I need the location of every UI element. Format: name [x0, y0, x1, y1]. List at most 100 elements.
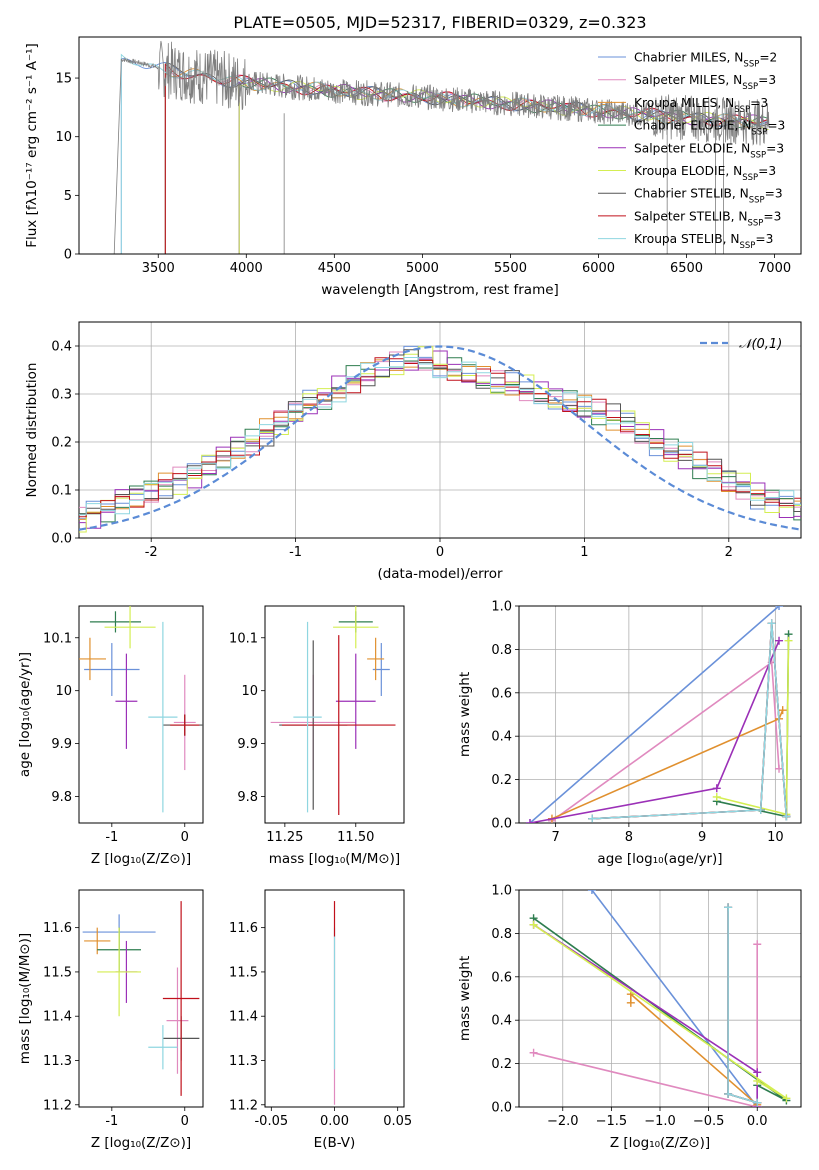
chart-weight-vs-age: 7 8 9 10 0.0 0.2 0.4 0.6 0.8 1.0 age [log₁₀(age/yr…	[457, 600, 802, 867]
legend-subscript: SSP	[742, 173, 758, 183]
x-tick-label: 4000	[230, 261, 263, 276]
errorbars	[270, 606, 396, 816]
y-tick-label: 0.2	[51, 436, 72, 451]
histogram-chabrier-stelib	[79, 349, 801, 515]
histograms	[79, 345, 801, 533]
legend-label: Chabrier MILES, NSSP=2	[634, 51, 777, 70]
legend-suffix: =3	[750, 96, 768, 110]
x-tick-label: −0.5	[693, 1114, 725, 1129]
series-salpeter-stelib	[724, 903, 762, 1107]
series-marker	[529, 1048, 538, 1057]
weight-lines	[529, 890, 791, 1107]
spectrum-plot	[113, 40, 770, 254]
legend-suffix: =2	[759, 51, 777, 65]
x-axis-label: age [log₁₀(age/yr)]	[597, 851, 722, 867]
legend-suffix: =3	[763, 209, 781, 223]
x-tick-label: 1	[580, 545, 588, 560]
series-marker	[753, 1098, 762, 1107]
gaussian-legend-label: 𝒩(0,1)	[739, 337, 782, 352]
y-axis-label: Normed distribution	[24, 363, 40, 498]
x-tick-label: 11.50	[337, 830, 374, 845]
series-salpeter-miles	[529, 940, 762, 1107]
errorbar-kroupa-stelib	[148, 1025, 178, 1070]
model-line-salpeter-stelib	[164, 63, 769, 254]
chart-age-vs-z: -1 0 9.8 9.9 10 10.1 Z [log₁₀(Z/Z⊙)] age [log₁₀…	[17, 605, 204, 867]
x-tick-label: -1	[105, 1114, 118, 1129]
y-tick-label: 9.9	[237, 737, 258, 752]
y-axis-label: mass [log₁₀(M/M⊙)]	[17, 933, 33, 1064]
series-line	[529, 640, 780, 823]
y-tick-label: 0.4	[491, 730, 512, 745]
y-tick-label: 5	[64, 189, 72, 204]
y-tick-label: 9.8	[237, 790, 258, 805]
chart-weight-vs-z: −2.0 −1.5 −1.0 −0.5 0.0 0.0 0.2 0.4 0.6 0.8 1.0 Z […	[457, 884, 802, 1151]
observed-spectrum	[113, 40, 770, 254]
y-axis-label: mass weight	[457, 956, 473, 1041]
series-kroupa-stelib	[588, 619, 791, 823]
legend-label: Kroupa ELODIE, NSSP=3	[634, 164, 776, 183]
y-tick-label: 10	[55, 684, 72, 699]
errorbar-salpeter-stelib	[170, 714, 200, 736]
errorbar-kroupa-elodie	[333, 606, 379, 649]
y-tick-label: 9.9	[51, 737, 72, 752]
errorbar-kroupa-stelib	[293, 621, 322, 813]
y-tick-label: 10	[55, 130, 72, 145]
series-line	[529, 606, 780, 823]
y-tick-label: 11.5	[43, 965, 72, 980]
x-tick-label: -1	[105, 830, 118, 845]
y-tick-label: 10	[241, 684, 258, 699]
legend-suffix: =3	[758, 164, 776, 178]
histogram-kroupa-stelib	[79, 357, 801, 516]
y-axis-label: mass weight	[457, 672, 473, 757]
series-marker	[529, 920, 538, 929]
x-tick-label: −1.0	[644, 1114, 676, 1129]
x-tick-label: 9	[698, 830, 706, 845]
y-tick-label: 10.1	[43, 631, 72, 646]
x-tick-label: 0	[436, 545, 444, 560]
x-tick-label: 0	[181, 830, 189, 845]
x-tick-label: 6000	[582, 261, 615, 276]
y-tick-label: 1.0	[491, 600, 512, 615]
figure-title: PLATE=0505, MJD=52317, FIBERID=0329, z=0…	[233, 13, 646, 32]
x-tick-label: 0	[181, 1114, 189, 1129]
series-marker	[775, 764, 784, 773]
series-marker	[525, 819, 534, 823]
series-marker	[626, 998, 635, 1007]
x-tick-label: 10	[767, 830, 784, 845]
series-chabrier-elodie	[712, 630, 793, 821]
y-tick-label: 0.3	[51, 388, 72, 403]
histogram-chabrier-miles	[79, 345, 801, 520]
y-tick-label: 0.2	[491, 773, 512, 788]
x-tick-label: 4500	[318, 261, 351, 276]
y-tick-label: 0.2	[491, 1057, 512, 1072]
x-axis-label: Z [log₁₀(Z/Z⊙)]	[91, 851, 191, 867]
series-marker	[753, 1068, 762, 1077]
histogram-kroupa-elodie	[79, 346, 801, 533]
series-line	[716, 634, 790, 818]
spectrum-legend: Chabrier MILES, NSSP=2 Salpeter MILES, NS…	[598, 51, 785, 251]
x-tick-label: 3500	[142, 261, 175, 276]
x-axis-label: Z [log₁₀(Z/Z⊙)]	[610, 1135, 710, 1151]
y-tick-label: 11.3	[229, 1054, 258, 1069]
legend-suffix: =3	[758, 73, 776, 87]
y-tick-label: 11.6	[43, 921, 72, 936]
x-tick-label: 5000	[406, 261, 439, 276]
legend-label: Salpeter ELODIE, NSSP=3	[634, 141, 784, 160]
x-tick-label: 2	[725, 545, 733, 560]
y-tick-label: 11.3	[43, 1054, 72, 1069]
legend-subscript: SSP	[751, 128, 767, 138]
series-chabrier-miles	[587, 890, 762, 1107]
x-tick-label: -2	[145, 545, 158, 560]
y-tick-label: 11.6	[229, 921, 258, 936]
model-line-chabrier-miles	[120, 58, 770, 254]
legend-label: Chabrier STELIB, NSSP=3	[634, 187, 783, 206]
plots-layer: 3500 4000 4500 5000 5500 6000 6500 7000051015wa…	[17, 36, 802, 1151]
axes-frame	[78, 889, 204, 1108]
y-tick-label: 1.0	[491, 884, 512, 899]
x-tick-label: 7000	[758, 261, 791, 276]
axes-frame	[264, 605, 405, 824]
y-tick-label: 0.0	[491, 817, 512, 832]
series-chabrier-stelib	[724, 903, 762, 1107]
legend-subscript: SSP	[740, 241, 756, 251]
legend-subscript: SSP	[742, 82, 758, 92]
